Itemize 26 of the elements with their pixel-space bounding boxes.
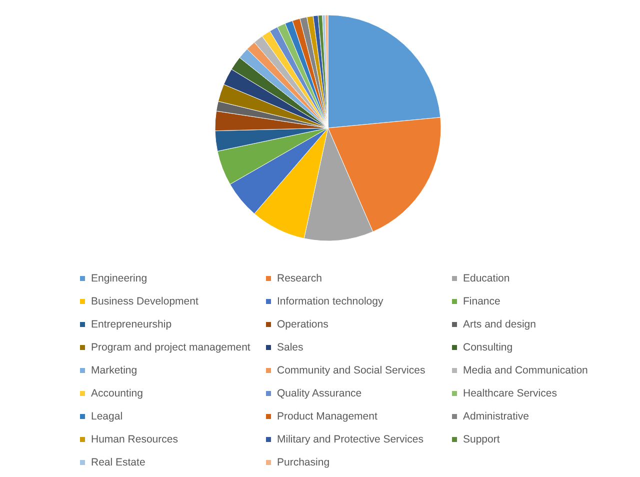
legend-label: Sales xyxy=(277,342,304,354)
legend-label: Media and Communication xyxy=(463,364,588,376)
legend-label: Marketing xyxy=(91,364,138,376)
legend-label: Program and project management xyxy=(91,342,250,354)
legend-label: Administrative xyxy=(463,410,530,422)
legend-label: Business Development xyxy=(91,296,198,308)
legend-label: Leagal xyxy=(91,410,123,422)
legend-label: Product Management xyxy=(277,410,378,422)
legend-label: Accounting xyxy=(91,388,144,400)
legend-label: Human Resources xyxy=(91,434,178,446)
legend-label: Research xyxy=(277,272,322,284)
legend-label: Support xyxy=(463,434,500,446)
legend-label: Healthcare Services xyxy=(463,388,557,400)
legend-label: Entrepreneurship xyxy=(91,318,172,330)
legend-label: Quality Assurance xyxy=(277,388,362,400)
legend-label: Education xyxy=(463,272,510,284)
legend-label: Real Estate xyxy=(91,456,146,468)
legend-label: Arts and design xyxy=(463,318,536,330)
legend-label: Engineering xyxy=(91,272,148,284)
legend-label: Purchasing xyxy=(277,456,330,468)
legend-label: Information technology xyxy=(277,296,384,308)
legend-label: Finance xyxy=(463,296,501,308)
legend-label: Military and Protective Services xyxy=(277,434,424,446)
legend-label: Community and Social Services xyxy=(277,364,426,376)
legend-label: Operations xyxy=(277,318,328,330)
legend-label: Consulting xyxy=(463,342,513,354)
